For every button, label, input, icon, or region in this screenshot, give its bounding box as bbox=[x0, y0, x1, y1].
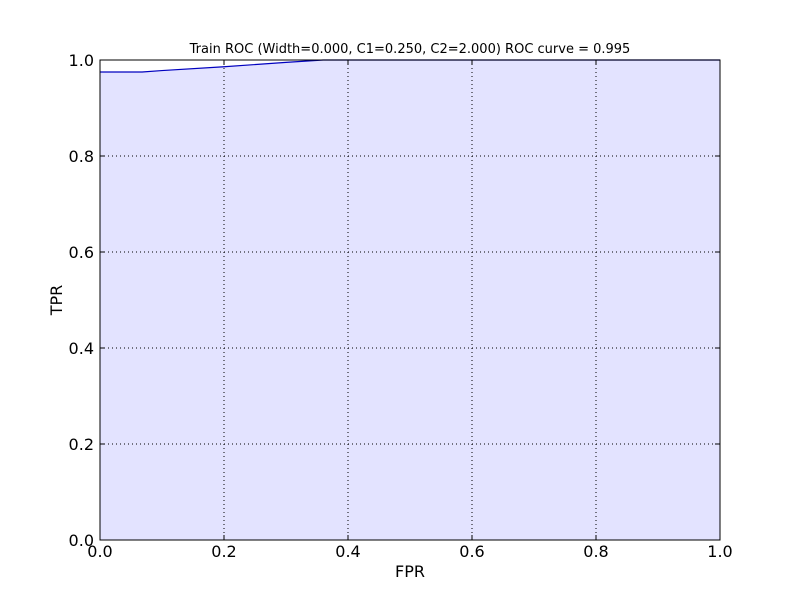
plot-area bbox=[100, 59, 720, 540]
x-tick-label: 0.6 bbox=[459, 542, 484, 561]
x-tick-label: 0.4 bbox=[335, 542, 360, 561]
roc-area-fill bbox=[100, 60, 720, 540]
y-tick-label: 1.0 bbox=[69, 51, 94, 70]
x-axis-label: FPR bbox=[395, 562, 425, 581]
x-tick-label: 0.8 bbox=[583, 542, 608, 561]
grid-lines bbox=[100, 60, 720, 540]
y-tick-label: 0.6 bbox=[69, 243, 94, 262]
y-tick-label: 0.4 bbox=[69, 339, 94, 358]
y-tick-label: 0.0 bbox=[69, 531, 94, 550]
axis-ticks: 0.0 0.2 0.4 0.6 0.8 1.0 0.0 0.2 0.4 0.6 0.8 1.0 bbox=[69, 51, 733, 561]
y-tick-label: 0.2 bbox=[69, 435, 94, 454]
x-tick-label: 0.2 bbox=[211, 542, 236, 561]
plot-frame bbox=[99, 59, 721, 541]
x-tick-label: 0.0 bbox=[87, 542, 112, 561]
y-axis-label: TPR bbox=[47, 285, 66, 317]
x-tick-label: 1.0 bbox=[707, 542, 732, 561]
y-tick-label: 0.8 bbox=[69, 147, 94, 166]
chart-title: Train ROC (Width=0.000, C1=0.250, C2=2.0… bbox=[189, 42, 631, 57]
